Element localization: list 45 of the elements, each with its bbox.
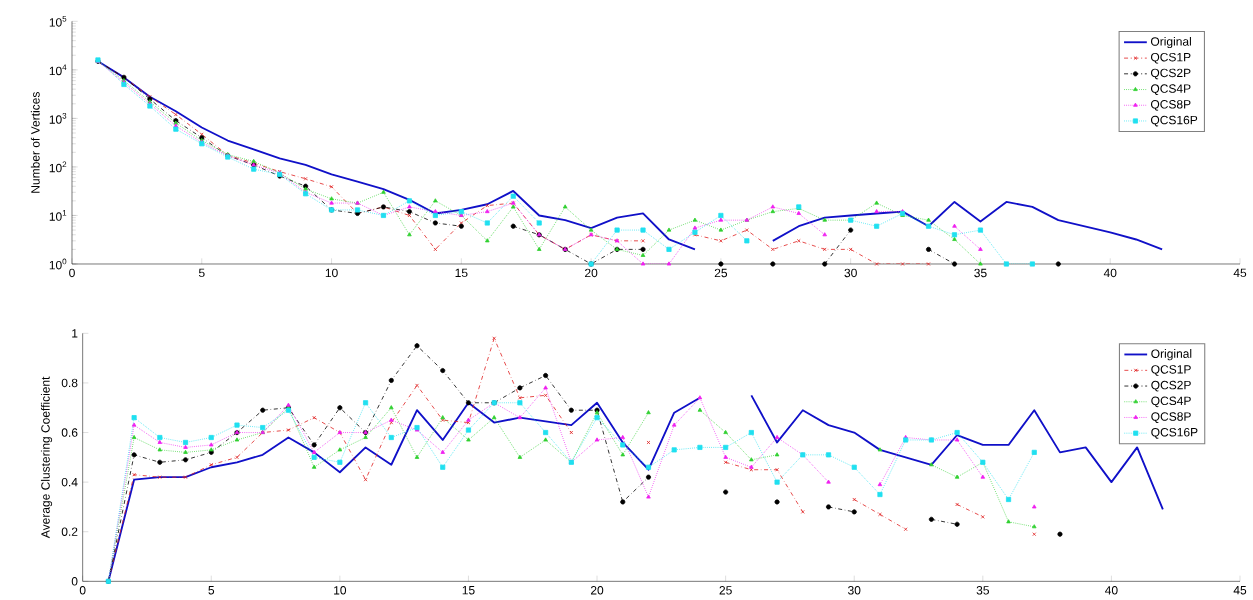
- x-tick-label: 40: [1105, 586, 1118, 595]
- x-tick-label: 5: [198, 268, 205, 278]
- y-tick-label: 10$^{1}$: [49, 210, 67, 221]
- x-tick-label: 45: [1233, 586, 1247, 595]
- y-tick-label: 0.6: [61, 428, 78, 437]
- x-tick-label: 10: [325, 268, 338, 278]
- legend-label: QCS8P: [1150, 100, 1191, 111]
- x-tick-label: 10: [334, 586, 347, 595]
- legend-label: QCS2P: [1151, 380, 1191, 392]
- y-tick-label: 10$^{0}$: [49, 258, 67, 270]
- x-tick-label: 25: [719, 586, 732, 595]
- x-tick-label: 25: [714, 268, 728, 278]
- x-tick-label: 0: [79, 586, 86, 595]
- y-tick-label: 1: [72, 329, 78, 338]
- legend-label: Original: [1151, 349, 1192, 361]
- legend-label: QCS2P: [1150, 68, 1191, 80]
- x-tick-label: 20: [590, 586, 604, 595]
- x-tick-label: 15: [462, 586, 475, 595]
- legend-label: QCS4P: [1150, 84, 1191, 95]
- legend-label: QCS1P: [1150, 52, 1191, 64]
- legend-label: QCS16P: [1150, 115, 1198, 127]
- x-tick-label: 35: [976, 586, 989, 595]
- y-axis-title: Average Clustering Coefficient: [40, 376, 53, 539]
- x-tick-label: 30: [844, 268, 857, 278]
- y-tick-label: 10$^{5}$: [49, 15, 67, 27]
- legend-label: Original: [1150, 36, 1191, 49]
- legend-label: QCS16P: [1151, 427, 1198, 439]
- x-tick-label: 40: [1103, 268, 1117, 278]
- y-tick-label: 10$^{4}$: [49, 64, 67, 76]
- legend-label: QCS1P: [1151, 365, 1191, 376]
- y-axis-title: Number of Vertices: [30, 92, 40, 193]
- y-tick-label: 0.4: [61, 477, 78, 487]
- y-tick-label: 0: [71, 577, 78, 586]
- x-tick-label: 45: [1233, 268, 1247, 278]
- y-tick-label: 0.2: [61, 527, 78, 536]
- x-tick-label: 20: [585, 268, 598, 278]
- x-tick-label: 30: [848, 586, 861, 595]
- legend-label: QCS4P: [1151, 396, 1191, 408]
- x-tick-label: 35: [974, 268, 987, 278]
- y-tick-label: 10$^{2}$: [49, 161, 67, 173]
- y-tick-label: 0.8: [61, 378, 78, 388]
- legend-label: QCS8P: [1151, 412, 1191, 423]
- x-tick-label: 15: [455, 268, 468, 278]
- x-tick-label: 5: [208, 586, 215, 595]
- y-tick-label: 10$^{3}$: [49, 113, 67, 124]
